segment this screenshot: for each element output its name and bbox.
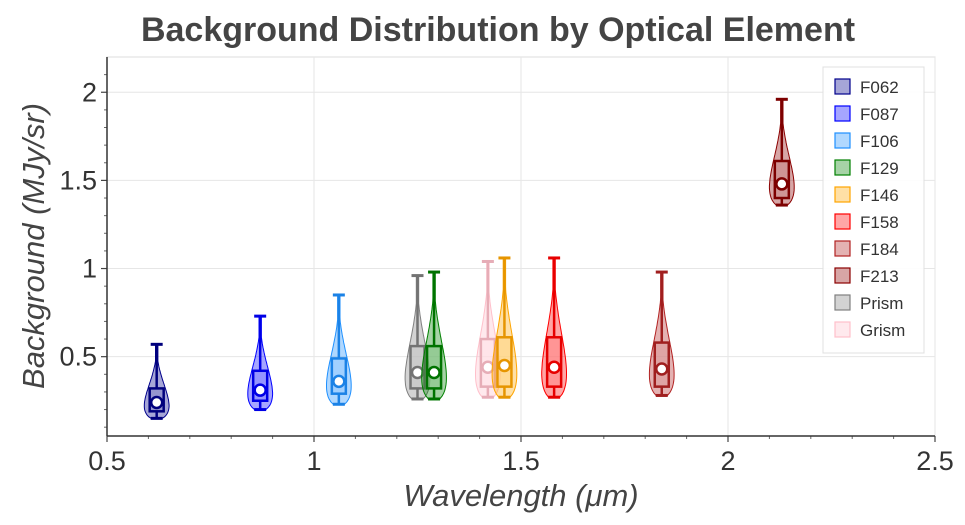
median-marker	[332, 374, 346, 389]
violin-f146	[491, 256, 518, 399]
legend-swatch	[834, 321, 851, 338]
x-tick-label: 2.5	[916, 446, 954, 476]
y-axis-label: Background (MJy/sr)	[16, 103, 51, 389]
legend-box	[822, 66, 925, 354]
legend-item-f106: F106	[834, 132, 899, 151]
legend-swatch	[834, 132, 851, 149]
y-tick-label: 1.5	[59, 165, 97, 195]
legend: F062 F087 F106 F129 F146 F158 F184 F213 Prism Gri…	[822, 66, 925, 354]
legend-swatch	[834, 213, 851, 230]
legend-swatch	[834, 186, 851, 203]
legend-item-f129: F129	[834, 159, 899, 178]
violin-f184	[648, 270, 675, 397]
median-marker	[427, 365, 441, 380]
median-marker	[149, 395, 164, 410]
median-marker	[497, 358, 512, 373]
violin-series	[143, 97, 795, 420]
median-marker	[253, 383, 267, 397]
x-tick-label: 1	[306, 446, 321, 476]
legend-label: F146	[860, 186, 899, 205]
median-marker	[547, 360, 561, 375]
violin-f106	[326, 293, 352, 406]
legend-swatch	[834, 78, 851, 95]
legend-label: F158	[860, 213, 899, 232]
legend-item-prism: Prism	[834, 294, 903, 313]
chart-title: Background Distribution by Optical Eleme…	[141, 11, 855, 49]
x-axis-label: Wavelength (μm)	[403, 478, 638, 513]
legend-swatch	[834, 240, 851, 257]
violin-f158	[541, 256, 567, 399]
violin-f062	[143, 342, 170, 420]
median-marker	[775, 177, 789, 191]
legend-label: F184	[860, 240, 899, 259]
legend-swatch	[834, 267, 851, 284]
x-tick-label: 1.5	[502, 446, 540, 476]
legend-label: Prism	[860, 294, 903, 313]
x-tick-label: 2	[720, 446, 735, 476]
median-marker	[410, 365, 425, 380]
legend-label: Grism	[860, 321, 905, 340]
y-tick-label: 0.5	[59, 342, 97, 372]
legend-swatch	[834, 294, 851, 311]
legend-label: F129	[860, 159, 899, 178]
legend-label: F106	[860, 132, 899, 151]
y-tick-label: 2	[82, 77, 97, 107]
legend-item-f087: F087	[834, 105, 899, 124]
violin-f129	[421, 270, 447, 401]
legend-label: F213	[860, 267, 899, 286]
legend-swatch	[834, 105, 851, 122]
legend-item-f213: F213	[834, 267, 899, 286]
axes: 0.5 1 1.5 2 2.5 0.5 1 1.5 2	[59, 57, 954, 476]
legend-item-f184: F184	[834, 240, 899, 259]
y-tick-label: 1	[82, 254, 97, 284]
median-marker	[655, 362, 669, 376]
legend-label: F062	[860, 78, 899, 97]
legend-swatch	[834, 159, 851, 176]
legend-item-f146: F146	[834, 186, 899, 205]
violin-f087	[247, 314, 274, 412]
x-tick-label: 0.5	[88, 446, 126, 476]
legend-label: F087	[860, 105, 899, 124]
legend-item-f158: F158	[834, 213, 899, 232]
median-marker	[481, 360, 495, 375]
legend-item-grism: Grism	[834, 321, 905, 340]
legend-item-f062: F062	[834, 78, 899, 97]
violin-f213	[768, 97, 795, 207]
